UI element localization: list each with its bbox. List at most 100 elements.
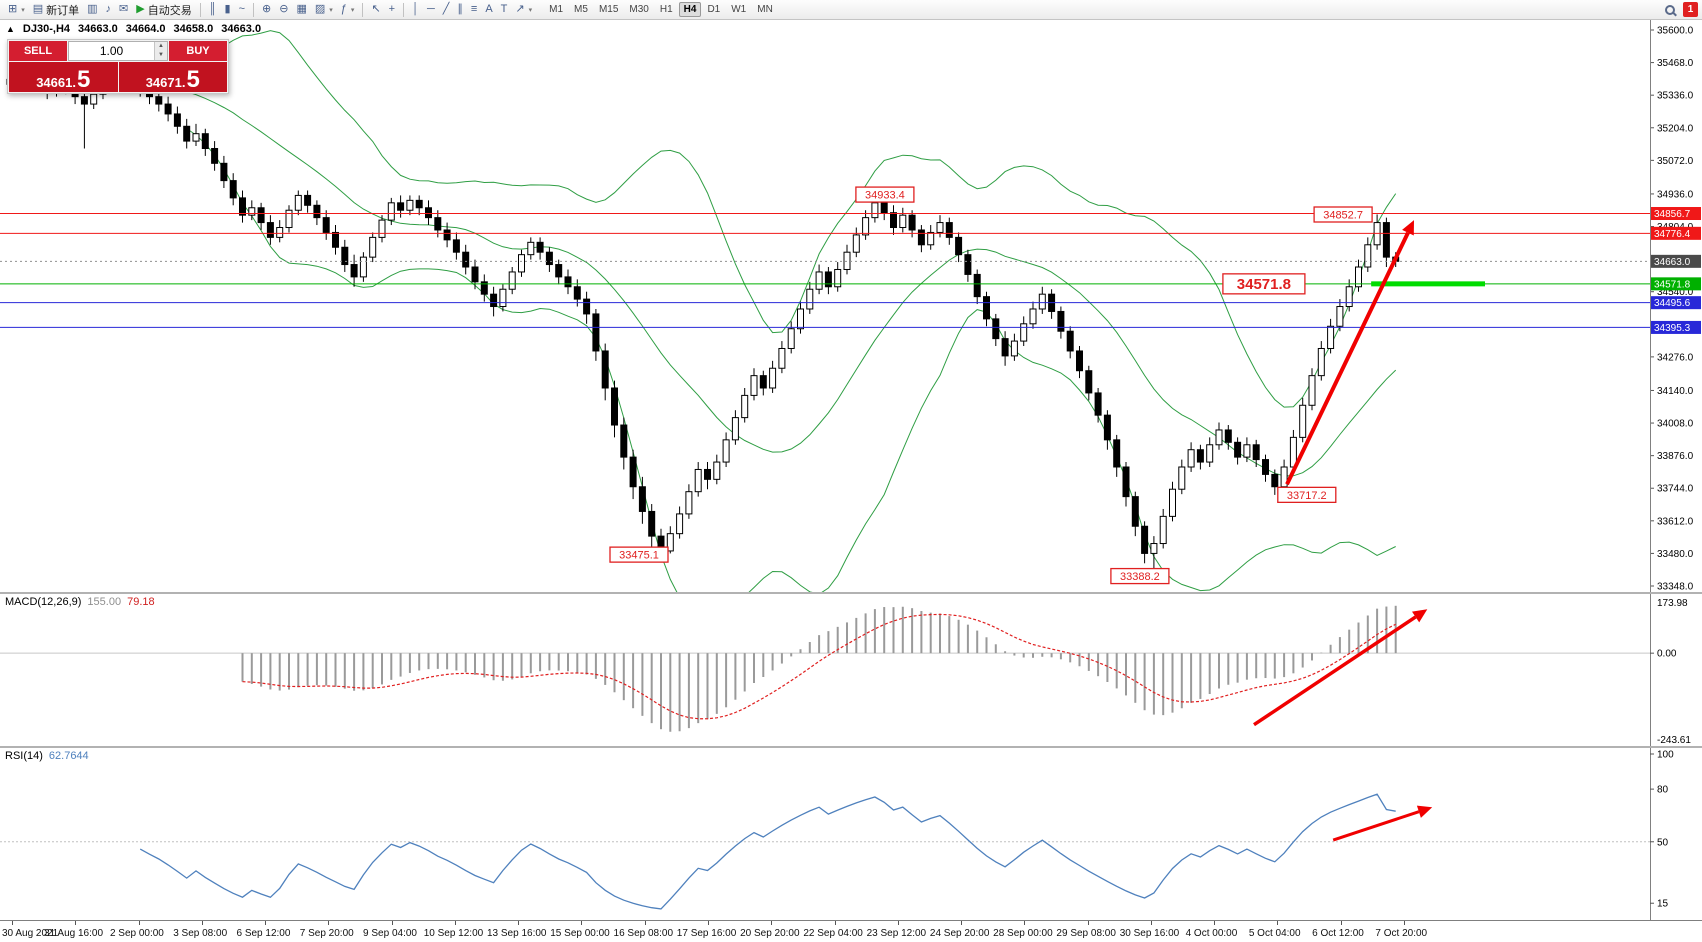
svg-text:100: 100 — [1657, 750, 1674, 761]
text-button[interactable]: A — [481, 1, 496, 18]
volume-down-button[interactable]: ▼ — [155, 51, 167, 60]
price-callout[interactable]: 33717.2 — [1277, 486, 1337, 503]
timeframe-toolbar: M1 M5 M15 M30 H1 H4 D1 W1 MN — [544, 2, 778, 17]
time-axis-label: 22 Sep 04:00 — [803, 928, 863, 939]
panel-splitter[interactable] — [0, 592, 1702, 594]
alerts-icon[interactable]: ♪ — [102, 1, 116, 18]
horizontal-line-button[interactable]: ─ — [423, 1, 439, 18]
macd-panel[interactable]: 173.98 0.00 -243.61 MACD(12,26,9) 155.00 7… — [0, 594, 1702, 746]
channel-button[interactable]: ∥ — [453, 1, 467, 18]
new-chart-button-dropdown-icon[interactable]: ▾ — [21, 6, 25, 14]
indicators-button: ƒ — [340, 3, 347, 15]
timeframe-w1[interactable]: W1 — [731, 4, 747, 15]
crosshair-button[interactable]: + — [385, 1, 399, 18]
svg-text:33612.0: 33612.0 — [1657, 516, 1694, 527]
templates-button-dropdown-icon[interactable]: ▾ — [329, 6, 333, 14]
time-axis-label: 3 Sep 08:00 — [173, 928, 228, 939]
collapse-arrow-icon[interactable]: ▲ — [6, 24, 15, 34]
price-callout[interactable]: 34852.7 — [1313, 206, 1373, 223]
price-callout[interactable]: 34571.8 — [1222, 273, 1306, 295]
chart-profiles-icon[interactable]: ▥ — [83, 1, 101, 18]
bar-chart-button[interactable]: ║ — [205, 1, 221, 18]
toolbar: ⊞ ▾ ▤ 新订单 ▥ ♪ ✉ ▶ 自动交易 ║ ▮ ~ ⊕ ⊖ ▦ ▨ ▾ ƒ ▾ ↖ + │ ─ ╱ ∥ ≡ A T ↗ ▾ M1 M5… — [0, 0, 1702, 20]
svg-text:33480.0: 33480.0 — [1657, 549, 1694, 560]
price-callout[interactable]: 33388.2 — [1110, 567, 1170, 585]
volume-up-button[interactable]: ▲ — [155, 42, 167, 51]
timeframe-m5[interactable]: M5 — [574, 4, 588, 15]
timeframe-m15[interactable]: M15 — [598, 4, 619, 15]
buy-price[interactable]: 34671. 5 — [118, 62, 227, 92]
price-callout[interactable]: 34933.4 — [855, 186, 915, 203]
arrows-button[interactable]: ↗ ▾ — [511, 1, 536, 18]
candlestick-chart-button[interactable]: ▮ — [221, 1, 235, 18]
time-axis-tick — [518, 921, 520, 925]
notification-badge[interactable]: 1 — [1683, 2, 1698, 17]
sell-button[interactable]: SELL — [9, 41, 67, 61]
svg-text:34933.4: 34933.4 — [865, 190, 905, 202]
svg-text:50: 50 — [1657, 837, 1669, 848]
zoom-out-button[interactable]: ⊖ — [275, 1, 292, 18]
indicators-button[interactable]: ƒ ▾ — [337, 1, 359, 18]
time-axis-tick — [1214, 921, 1216, 925]
rsi-title: RSI(14) — [5, 750, 43, 762]
rsi-label: RSI(14) 62.7644 — [5, 750, 89, 762]
arrows-button: ↗ — [515, 3, 525, 15]
time-axis-label: 9 Sep 04:00 — [363, 928, 417, 939]
label-button[interactable]: T — [497, 1, 512, 18]
time-axis-label: 24 Sep 20:00 — [929, 928, 990, 939]
auto-trading-icon: ▶ — [136, 3, 145, 15]
main-chart[interactable]: 35600.0 35468.0 35336.0 35204.0 35072.0 34936… — [0, 20, 1702, 592]
time-axis-tick — [265, 921, 267, 925]
ohlc-low: 34658.0 — [173, 23, 214, 35]
svg-text:34663.0: 34663.0 — [1654, 257, 1691, 268]
timeframe-m30[interactable]: M30 — [629, 4, 649, 15]
sell-price[interactable]: 34661. 5 — [9, 62, 118, 92]
rsi-panel[interactable]: 100 80 50 15 RSI(14) 62.7644 — [0, 748, 1702, 920]
svg-text:35600.0: 35600.0 — [1657, 26, 1694, 37]
svg-text:15: 15 — [1657, 899, 1669, 910]
trendline-button[interactable]: ╱ — [439, 1, 454, 18]
panel-splitter[interactable] — [0, 746, 1702, 748]
time-axis-tick — [201, 921, 203, 925]
line-chart-button[interactable]: ~ — [235, 1, 249, 18]
timeframe-h1[interactable]: H1 — [659, 4, 673, 15]
macd-chart[interactable]: 173.98 0.00 -243.61 — [0, 594, 1702, 746]
time-axis-tick — [138, 921, 140, 925]
cursor-button[interactable]: ↖ — [367, 1, 384, 18]
vertical-line-button[interactable]: │ — [408, 1, 423, 18]
zoom-in-button[interactable]: ⊕ — [258, 1, 275, 18]
rsi-chart[interactable]: 100 80 50 15 — [0, 748, 1702, 920]
volume-stepper[interactable]: 1.00 ▲ ▼ — [68, 41, 168, 61]
main-chart-panel[interactable]: 35600.0 35468.0 35336.0 35204.0 35072.0 34936… — [0, 20, 1702, 592]
timeframe-m1[interactable]: M1 — [549, 4, 564, 15]
time-axis-label: 17 Sep 16:00 — [676, 928, 737, 939]
auto-trading-button[interactable]: ▶ 自动交易 — [132, 1, 195, 18]
templates-button[interactable]: ▨ ▾ — [311, 1, 337, 18]
buy-button[interactable]: BUY — [169, 41, 227, 61]
search-icon[interactable] — [1665, 4, 1675, 15]
svg-text:33717.2: 33717.2 — [1287, 490, 1327, 502]
timeframe-h4[interactable]: H4 — [678, 2, 702, 17]
time-axis-label: 31 Aug 16:00 — [44, 928, 104, 939]
arrows-button-dropdown-icon[interactable]: ▾ — [528, 6, 533, 14]
fibonacci-button[interactable]: ≡ — [467, 1, 481, 18]
toolbar-separator — [362, 2, 364, 17]
price-callout[interactable]: 33475.1 — [609, 546, 669, 563]
svg-text:34495.6: 34495.6 — [1654, 298, 1691, 309]
time-axis[interactable]: 30 Aug 2021 31 Aug 16:00 2 Sep 00:00 3 Sep … — [0, 920, 1702, 942]
time-axis-tick — [12, 921, 13, 925]
new-order-button[interactable]: ▤ 新订单 — [29, 1, 83, 18]
new-chart-button[interactable]: ⊞ ▾ — [4, 1, 29, 18]
toolbar-buttons: ⊞ ▾ ▤ 新订单 ▥ ♪ ✉ ▶ 自动交易 ║ ▮ ~ ⊕ ⊖ ▦ ▨ ▾ ƒ ▾ ↖ + │ ─ ╱ ∥ ≡ A T ↗ ▾ — [4, 1, 536, 18]
svg-text:173.98: 173.98 — [1657, 598, 1688, 609]
time-axis-label: 15 Sep 00:00 — [550, 928, 610, 939]
svg-text:35072.0: 35072.0 — [1657, 156, 1694, 167]
timeframe-mn[interactable]: MN — [757, 4, 773, 15]
tile-windows-button[interactable]: ▦ — [292, 1, 310, 18]
timeframe-d1[interactable]: D1 — [707, 4, 721, 15]
volume-value[interactable]: 1.00 — [99, 44, 124, 58]
indicators-button-dropdown-icon[interactable]: ▾ — [350, 6, 355, 14]
mailbox-icon[interactable]: ✉ — [115, 1, 132, 18]
ohlc-high: 34664.0 — [125, 23, 166, 35]
